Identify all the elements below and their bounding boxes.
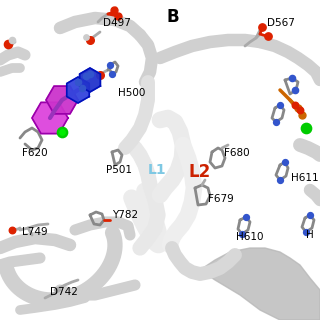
- Point: [290, 76, 295, 81]
- Point: [10, 37, 15, 43]
- Point: [97, 72, 102, 77]
- Text: F679: F679: [208, 194, 234, 204]
- Polygon shape: [200, 248, 320, 320]
- Point: [283, 159, 288, 164]
- Point: [273, 119, 278, 124]
- Text: D567: D567: [267, 18, 295, 28]
- Text: F620: F620: [22, 148, 48, 158]
- Text: H500: H500: [118, 88, 145, 98]
- Point: [303, 125, 308, 131]
- Polygon shape: [46, 86, 78, 114]
- Text: B: B: [167, 8, 180, 26]
- Text: H: H: [306, 230, 314, 240]
- Text: D742: D742: [50, 287, 78, 297]
- Text: F680: F680: [224, 148, 250, 158]
- Point: [298, 108, 303, 113]
- Point: [295, 105, 300, 110]
- Point: [10, 228, 15, 233]
- Point: [292, 102, 298, 108]
- Point: [277, 177, 283, 182]
- Point: [244, 214, 249, 220]
- Point: [277, 102, 283, 108]
- Point: [60, 129, 65, 134]
- Point: [303, 229, 308, 235]
- Point: [79, 85, 84, 91]
- Polygon shape: [80, 68, 100, 92]
- Text: L2: L2: [188, 163, 210, 181]
- Text: L749: L749: [22, 227, 48, 237]
- Point: [116, 13, 121, 19]
- Text: P501: P501: [106, 165, 132, 175]
- Point: [300, 112, 305, 117]
- Point: [108, 62, 113, 68]
- Polygon shape: [67, 77, 89, 103]
- Point: [239, 231, 244, 236]
- Point: [111, 7, 116, 12]
- Polygon shape: [32, 102, 68, 133]
- Point: [60, 129, 65, 134]
- Text: H611: H611: [291, 173, 319, 183]
- Point: [84, 35, 89, 40]
- Bar: [0, 0, 160, 320]
- Point: [292, 87, 298, 92]
- Text: H610: H610: [236, 232, 263, 242]
- Text: L1: L1: [148, 163, 167, 177]
- Text: Y782: Y782: [112, 210, 138, 220]
- Point: [308, 212, 313, 218]
- Point: [260, 24, 265, 29]
- Point: [266, 33, 271, 38]
- Point: [87, 37, 92, 43]
- Point: [87, 71, 92, 76]
- Point: [76, 79, 81, 84]
- Point: [109, 71, 115, 76]
- Bar: [160, 0, 320, 320]
- Point: [84, 73, 89, 78]
- Point: [5, 41, 11, 46]
- Text: D497: D497: [103, 18, 131, 28]
